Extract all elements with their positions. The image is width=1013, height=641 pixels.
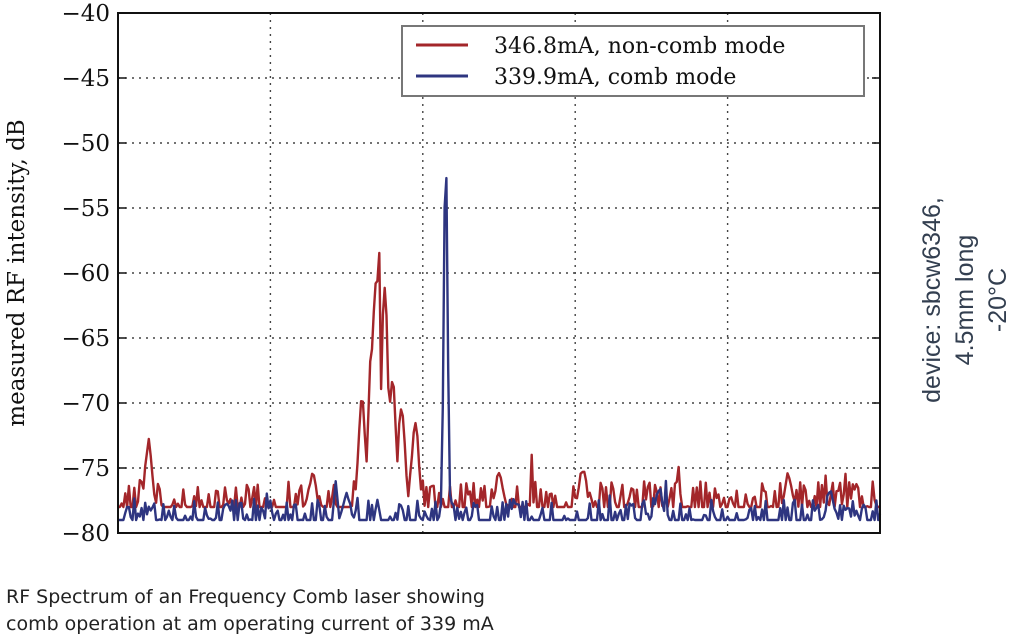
y-tick-label: −55 xyxy=(61,196,110,222)
y-tick-label: −65 xyxy=(61,326,110,352)
caption-line1: RF Spectrum of an Frequency Comb laser s… xyxy=(6,586,485,608)
y-tick-label: −80 xyxy=(61,521,110,547)
y-axis-label: measured RF intensity, dB xyxy=(4,119,30,426)
series-line-comb xyxy=(118,176,882,522)
legend-box xyxy=(401,25,865,97)
device-annotation-line1: device: sbcw6346, xyxy=(918,197,946,403)
legend-label-non-comb: 346.8mA, non-comb mode xyxy=(494,34,785,59)
y-ticks: −40 −45 −50 −55 −60 −65 −70 −75 −80 xyxy=(61,1,880,547)
figure-caption: RF Spectrum of an Frequency Comb laser s… xyxy=(6,584,494,638)
series-layer xyxy=(118,176,882,522)
legend-label-comb: 339.9mA, comb mode xyxy=(494,65,736,90)
caption-line2: comb operation at am operating current o… xyxy=(6,613,494,635)
legend: 346.8mA, non-comb mode 339.9mA, comb mod… xyxy=(401,25,865,97)
series-line-non-comb xyxy=(118,251,880,509)
chart-grid xyxy=(118,12,880,534)
y-tick-label: −45 xyxy=(61,66,110,92)
device-annotation-line3: -20°C xyxy=(984,268,1012,332)
y-tick-label: −75 xyxy=(61,456,110,482)
y-tick-label: −70 xyxy=(61,391,110,417)
y-tick-label: −60 xyxy=(61,261,110,287)
y-tick-label: −40 xyxy=(61,1,110,27)
rf-spectrum-chart: −40 −45 −50 −55 −60 −65 −70 −75 −80 measured RF … xyxy=(4,1,1012,547)
device-annotation-line2: 4.5mm long xyxy=(951,235,979,366)
device-annotation: device: sbcw6346, 4.5mm long -20°C xyxy=(918,197,1012,403)
y-tick-label: −50 xyxy=(61,131,110,157)
